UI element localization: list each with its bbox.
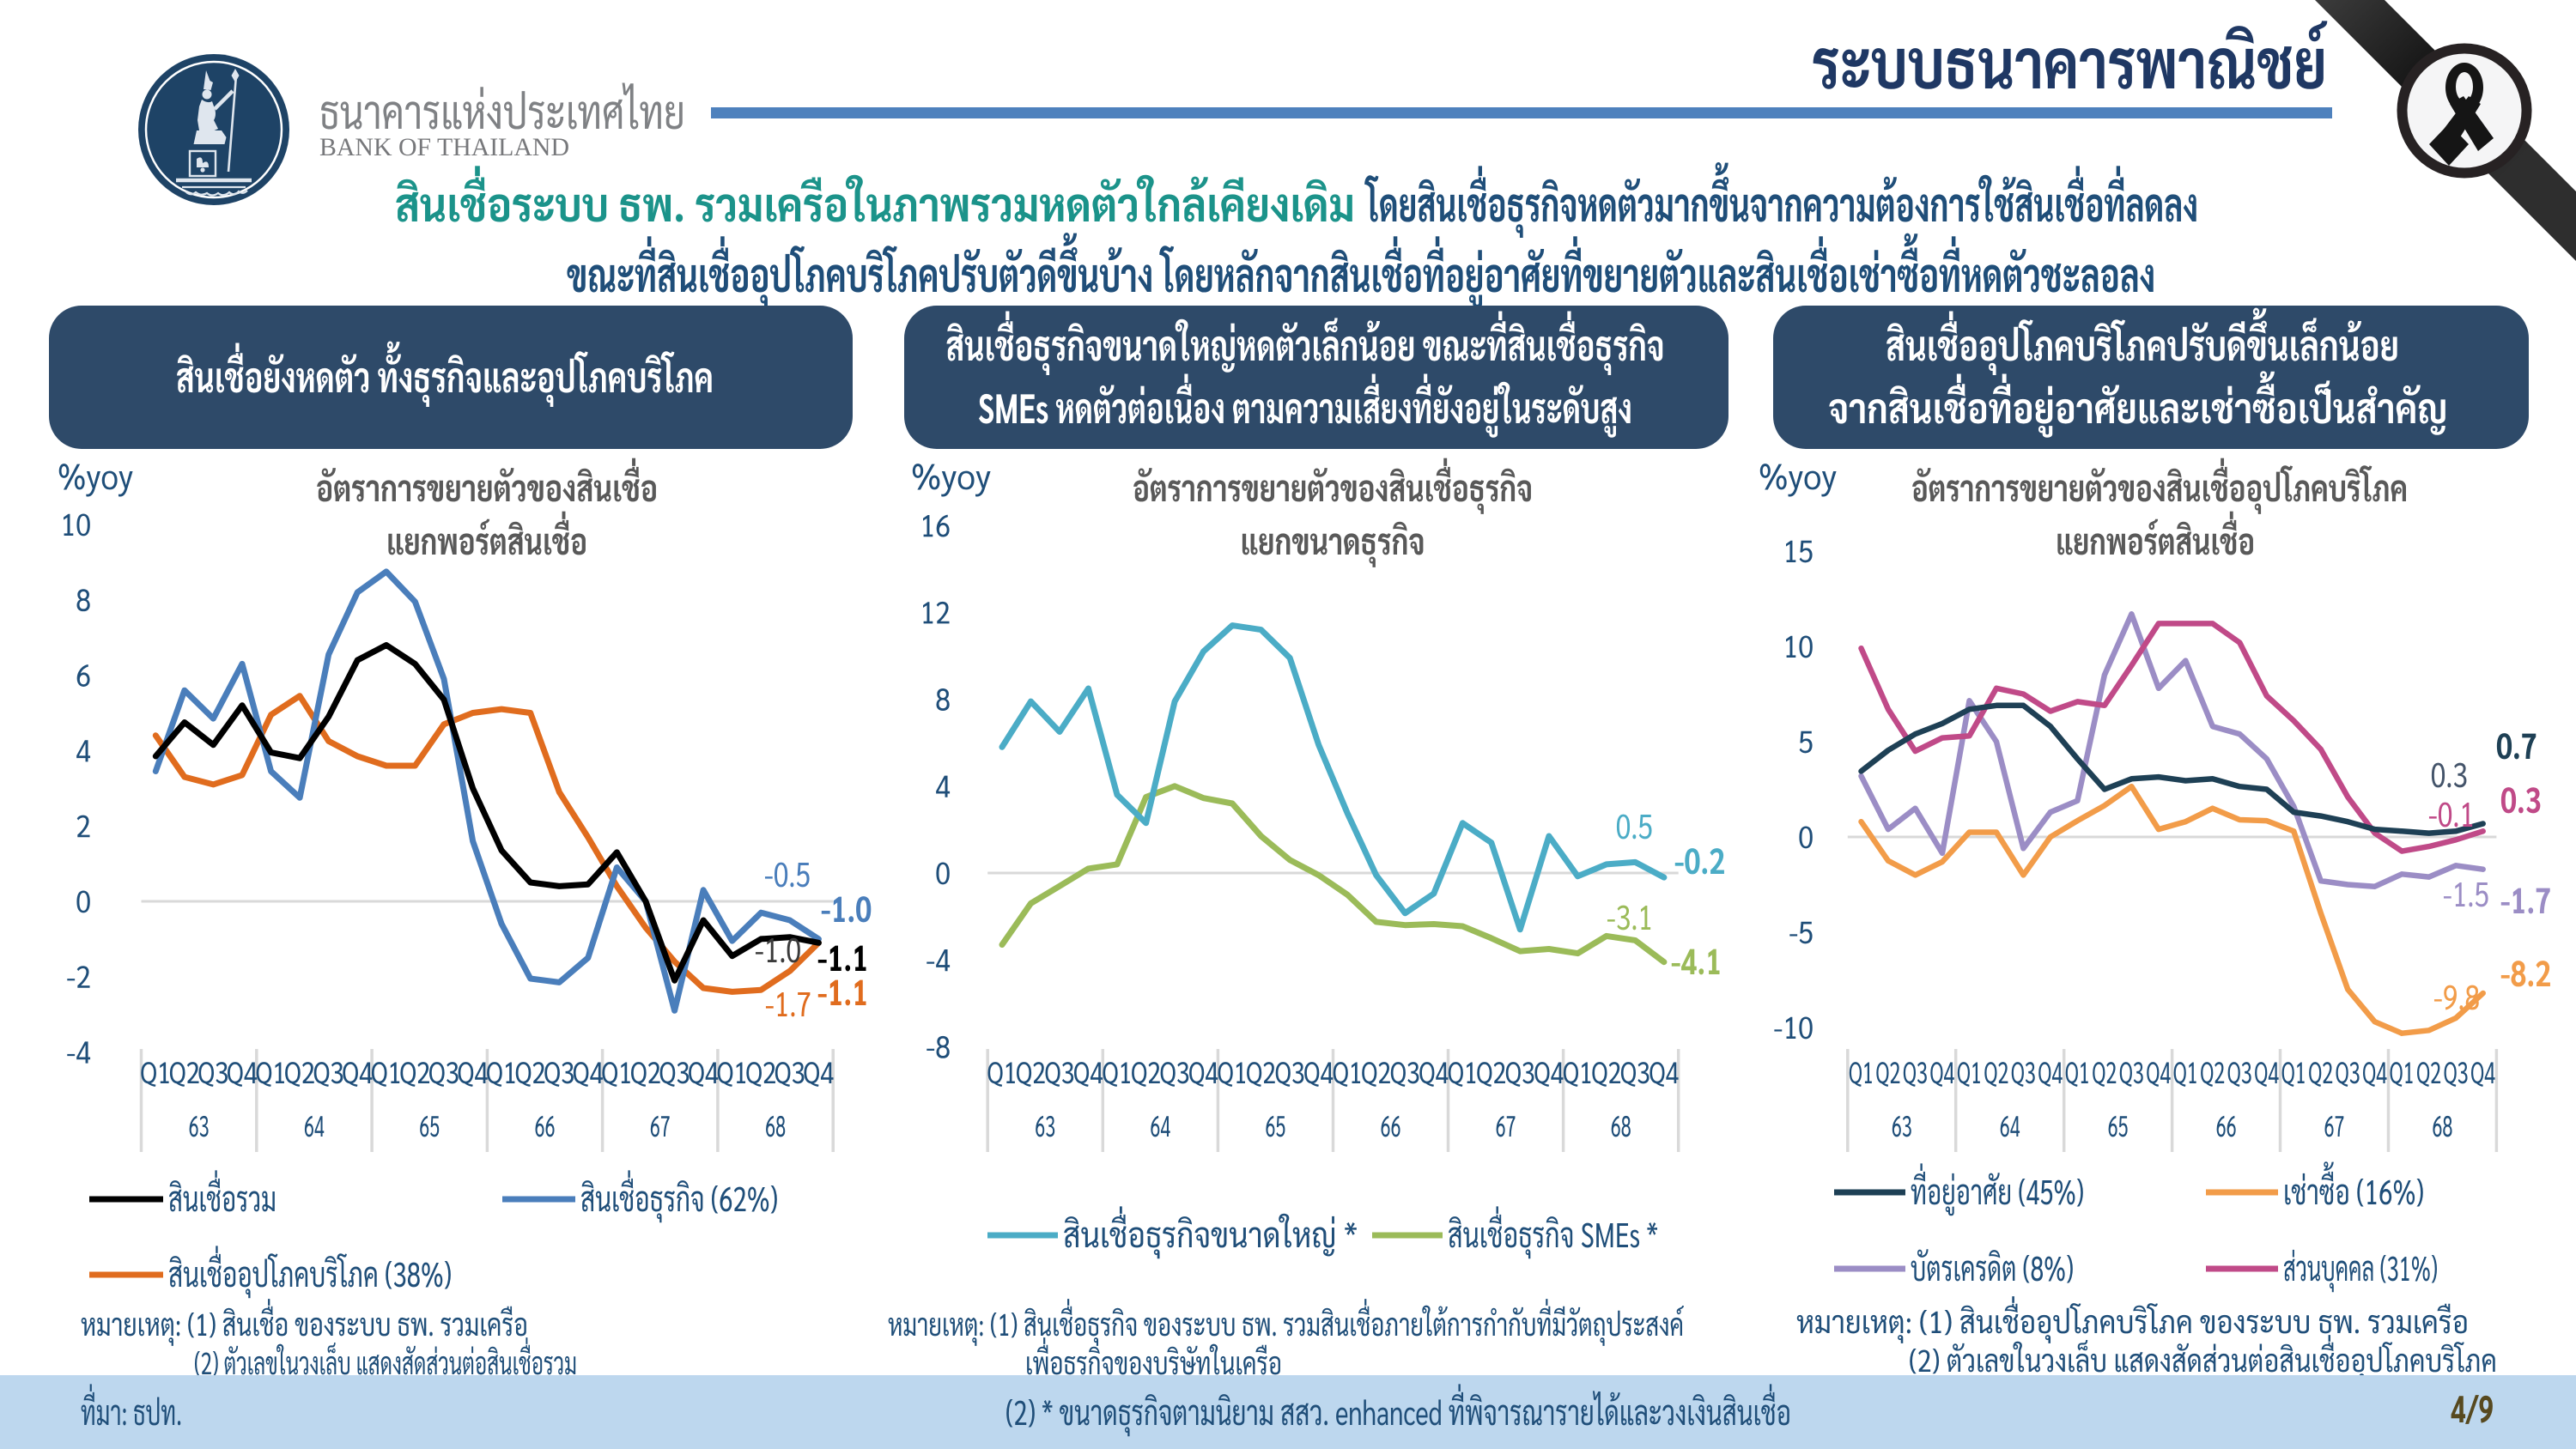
svg-text:BANK OF THAILAND: BANK OF THAILAND bbox=[319, 133, 569, 161]
